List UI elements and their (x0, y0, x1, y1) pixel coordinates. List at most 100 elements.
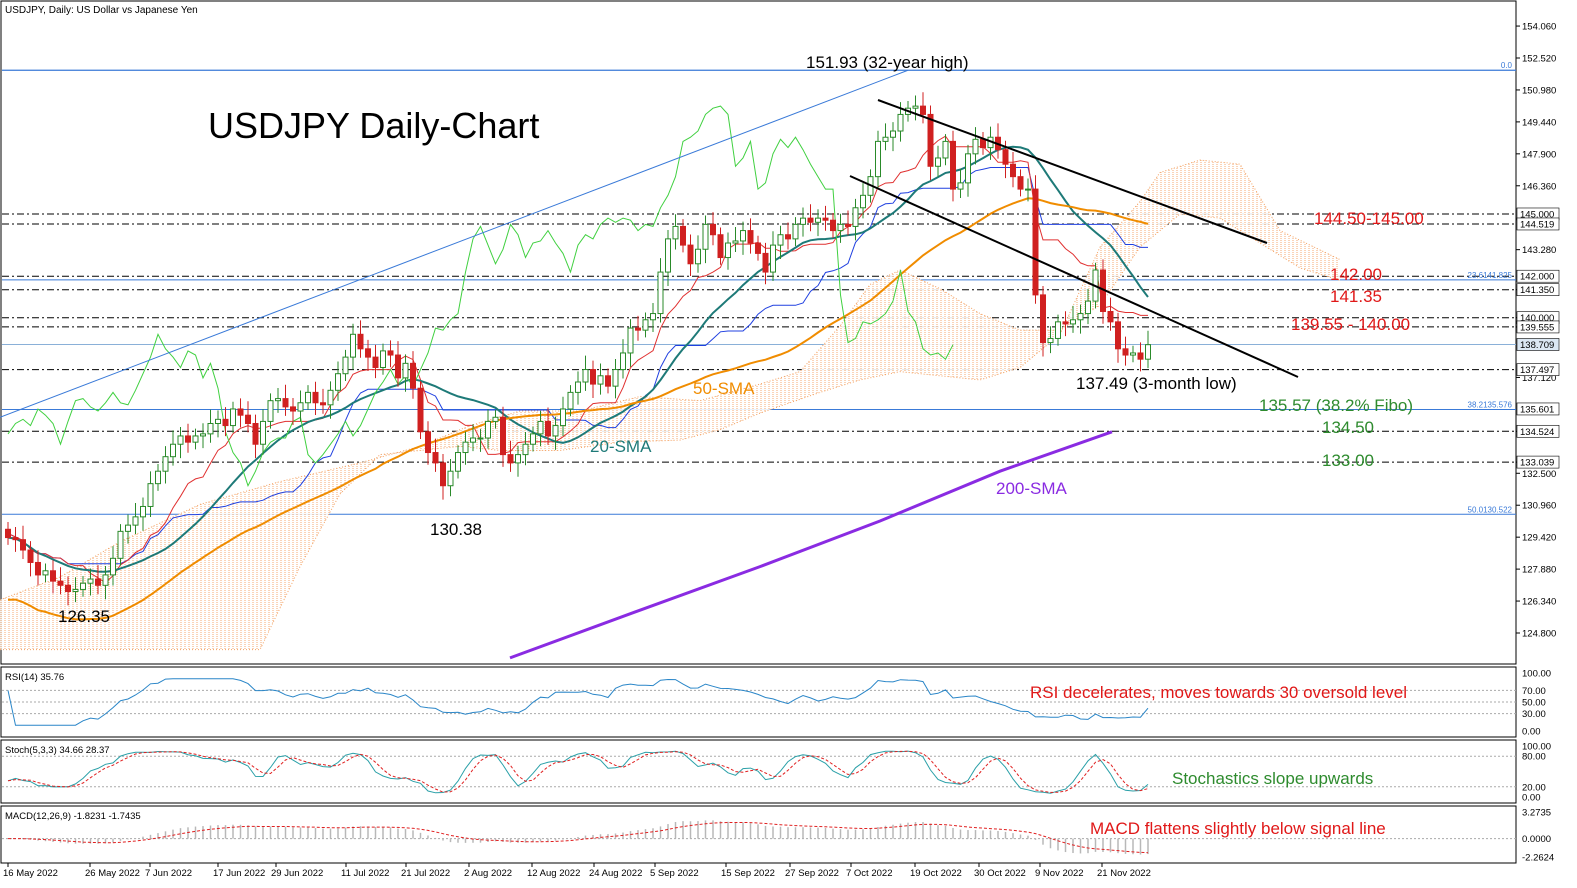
price-tag-box-8 (1516, 402, 1560, 416)
candle-body-64 (485, 420, 491, 439)
x-tick-label-6: 21 Jul 2022 (401, 868, 450, 879)
candle-body-57 (432, 452, 439, 464)
candle-body-45 (342, 356, 349, 375)
candle-body-143 (1077, 313, 1084, 321)
candle-body-19 (147, 483, 154, 507)
osc-1-tick-0: 100.00 (1522, 742, 1551, 753)
candle-body-70 (530, 433, 536, 445)
fib-anchor-line (0, 69, 909, 418)
osc-2-tick-0: 3.2735 (1522, 808, 1551, 819)
price-tag-label-3: 141.350 (1520, 285, 1554, 296)
candle-body-94 (710, 223, 716, 236)
x-tick-label-5: 11 Jul 2022 (341, 868, 389, 879)
x-tick-label-9: 24 Aug 2022 (589, 868, 642, 879)
price-tag-label-8: 135.601 (1520, 404, 1554, 415)
y-tick-label-14: 130.960 (1522, 501, 1556, 512)
x-tick-label-4: 29 Jun 2022 (271, 868, 323, 879)
candle-body-63 (477, 437, 484, 440)
price-tag-label-0: 145.000 (1520, 209, 1554, 220)
candle-body-123 (927, 113, 934, 167)
candle-body-13 (102, 574, 109, 586)
candle-body-8 (65, 584, 71, 593)
price-tag-label-10: 133.039 (1520, 458, 1554, 469)
candle-body-121 (912, 105, 919, 109)
candle-body-69 (522, 443, 529, 456)
price-tag-label-4: 140.000 (1520, 313, 1554, 324)
candle-body-81 (612, 369, 619, 387)
candle-body-80 (605, 375, 611, 387)
rsi-header: RSI(14) 35.76 (5, 672, 64, 683)
candle-body-20 (155, 470, 161, 485)
candle-body-71 (537, 420, 544, 435)
candle-body-82 (620, 352, 626, 371)
candle-body-126 (950, 140, 956, 190)
osc-0-tick-1: 70.00 (1522, 686, 1546, 697)
candle-body-88 (665, 238, 671, 273)
x-tick-label-15: 30 Oct 2022 (974, 868, 1026, 879)
label-200-sma: 200-SMA (996, 479, 1068, 498)
candle-body-24 (185, 435, 191, 443)
candle-body-102 (770, 244, 776, 273)
fib-label-3: 50.0130.522 (1468, 505, 1513, 514)
tenkan-line (7, 135, 1148, 584)
candle-body-86 (650, 313, 656, 321)
candle-body-16 (125, 524, 131, 532)
candle-body-29 (222, 418, 229, 427)
candle-body-149 (1122, 348, 1129, 356)
candle-body-136 (1025, 188, 1031, 191)
candle-body-125 (942, 140, 949, 159)
candle-body-52 (395, 354, 401, 379)
candle-body-75 (567, 391, 574, 410)
candle-body-152 (1145, 344, 1151, 360)
candle-body-33 (252, 422, 259, 445)
osc-0-tick-2: 50.00 (1522, 698, 1546, 709)
candle-body-26 (200, 433, 206, 437)
y-tick-label-10: 137.120 (1522, 373, 1556, 384)
candle-body-113 (852, 207, 859, 227)
label-20-sma: 20-SMA (590, 437, 652, 456)
level-133: 133.00 (1322, 451, 1374, 470)
candle-body-28 (215, 418, 221, 424)
candle-body-106 (800, 217, 806, 225)
x-tick-label-17: 21 Nov 2022 (1097, 868, 1151, 879)
chikou-line (7, 105, 954, 487)
candle-body-108 (815, 217, 821, 223)
candle-body-78 (590, 369, 596, 385)
candle-body-21 (162, 456, 169, 472)
candle-body-2 (20, 539, 26, 551)
candle-body-92 (695, 248, 701, 265)
candle-body-68 (515, 454, 521, 464)
fib-label-2: 38.2135.576 (1468, 400, 1513, 409)
candle-body-130 (980, 138, 986, 149)
price-tag-box-5 (1516, 320, 1560, 334)
candle-body-31 (237, 408, 244, 416)
x-tick-label-11: 15 Sep 2022 (721, 868, 775, 879)
candle-body-10 (80, 582, 86, 590)
candle-body-112 (845, 223, 851, 227)
candle-body-95 (717, 234, 724, 259)
candle-body-129 (972, 138, 979, 155)
candle-body-137 (1032, 188, 1039, 296)
candle-body-60 (455, 452, 461, 472)
candle-body-39 (297, 402, 304, 412)
candle-body-25 (192, 435, 199, 443)
candle-body-91 (687, 244, 694, 265)
candle-body-34 (260, 420, 266, 445)
x-tick-label-13: 7 Oct 2022 (846, 868, 892, 879)
candle-body-116 (875, 140, 881, 178)
candle-body-76 (575, 381, 581, 393)
channel-lower-line (849, 175, 1299, 378)
candle-body-42 (320, 402, 326, 406)
candle-body-59 (447, 470, 454, 487)
price-tag-box-10 (1516, 455, 1560, 469)
candle-body-111 (837, 223, 844, 232)
x-tick-label-2: 7 Jun 2022 (145, 868, 192, 879)
candle-body-11 (87, 578, 94, 584)
candle-body-124 (935, 157, 941, 167)
rsi-line (7, 678, 1149, 726)
macd-note: MACD flattens slightly below signal line (1090, 819, 1386, 838)
price-tag-box-6 (1516, 338, 1560, 351)
x-tick-label-3: 17 Jun 2022 (213, 868, 265, 879)
price-tag-box-7 (1516, 363, 1560, 376)
